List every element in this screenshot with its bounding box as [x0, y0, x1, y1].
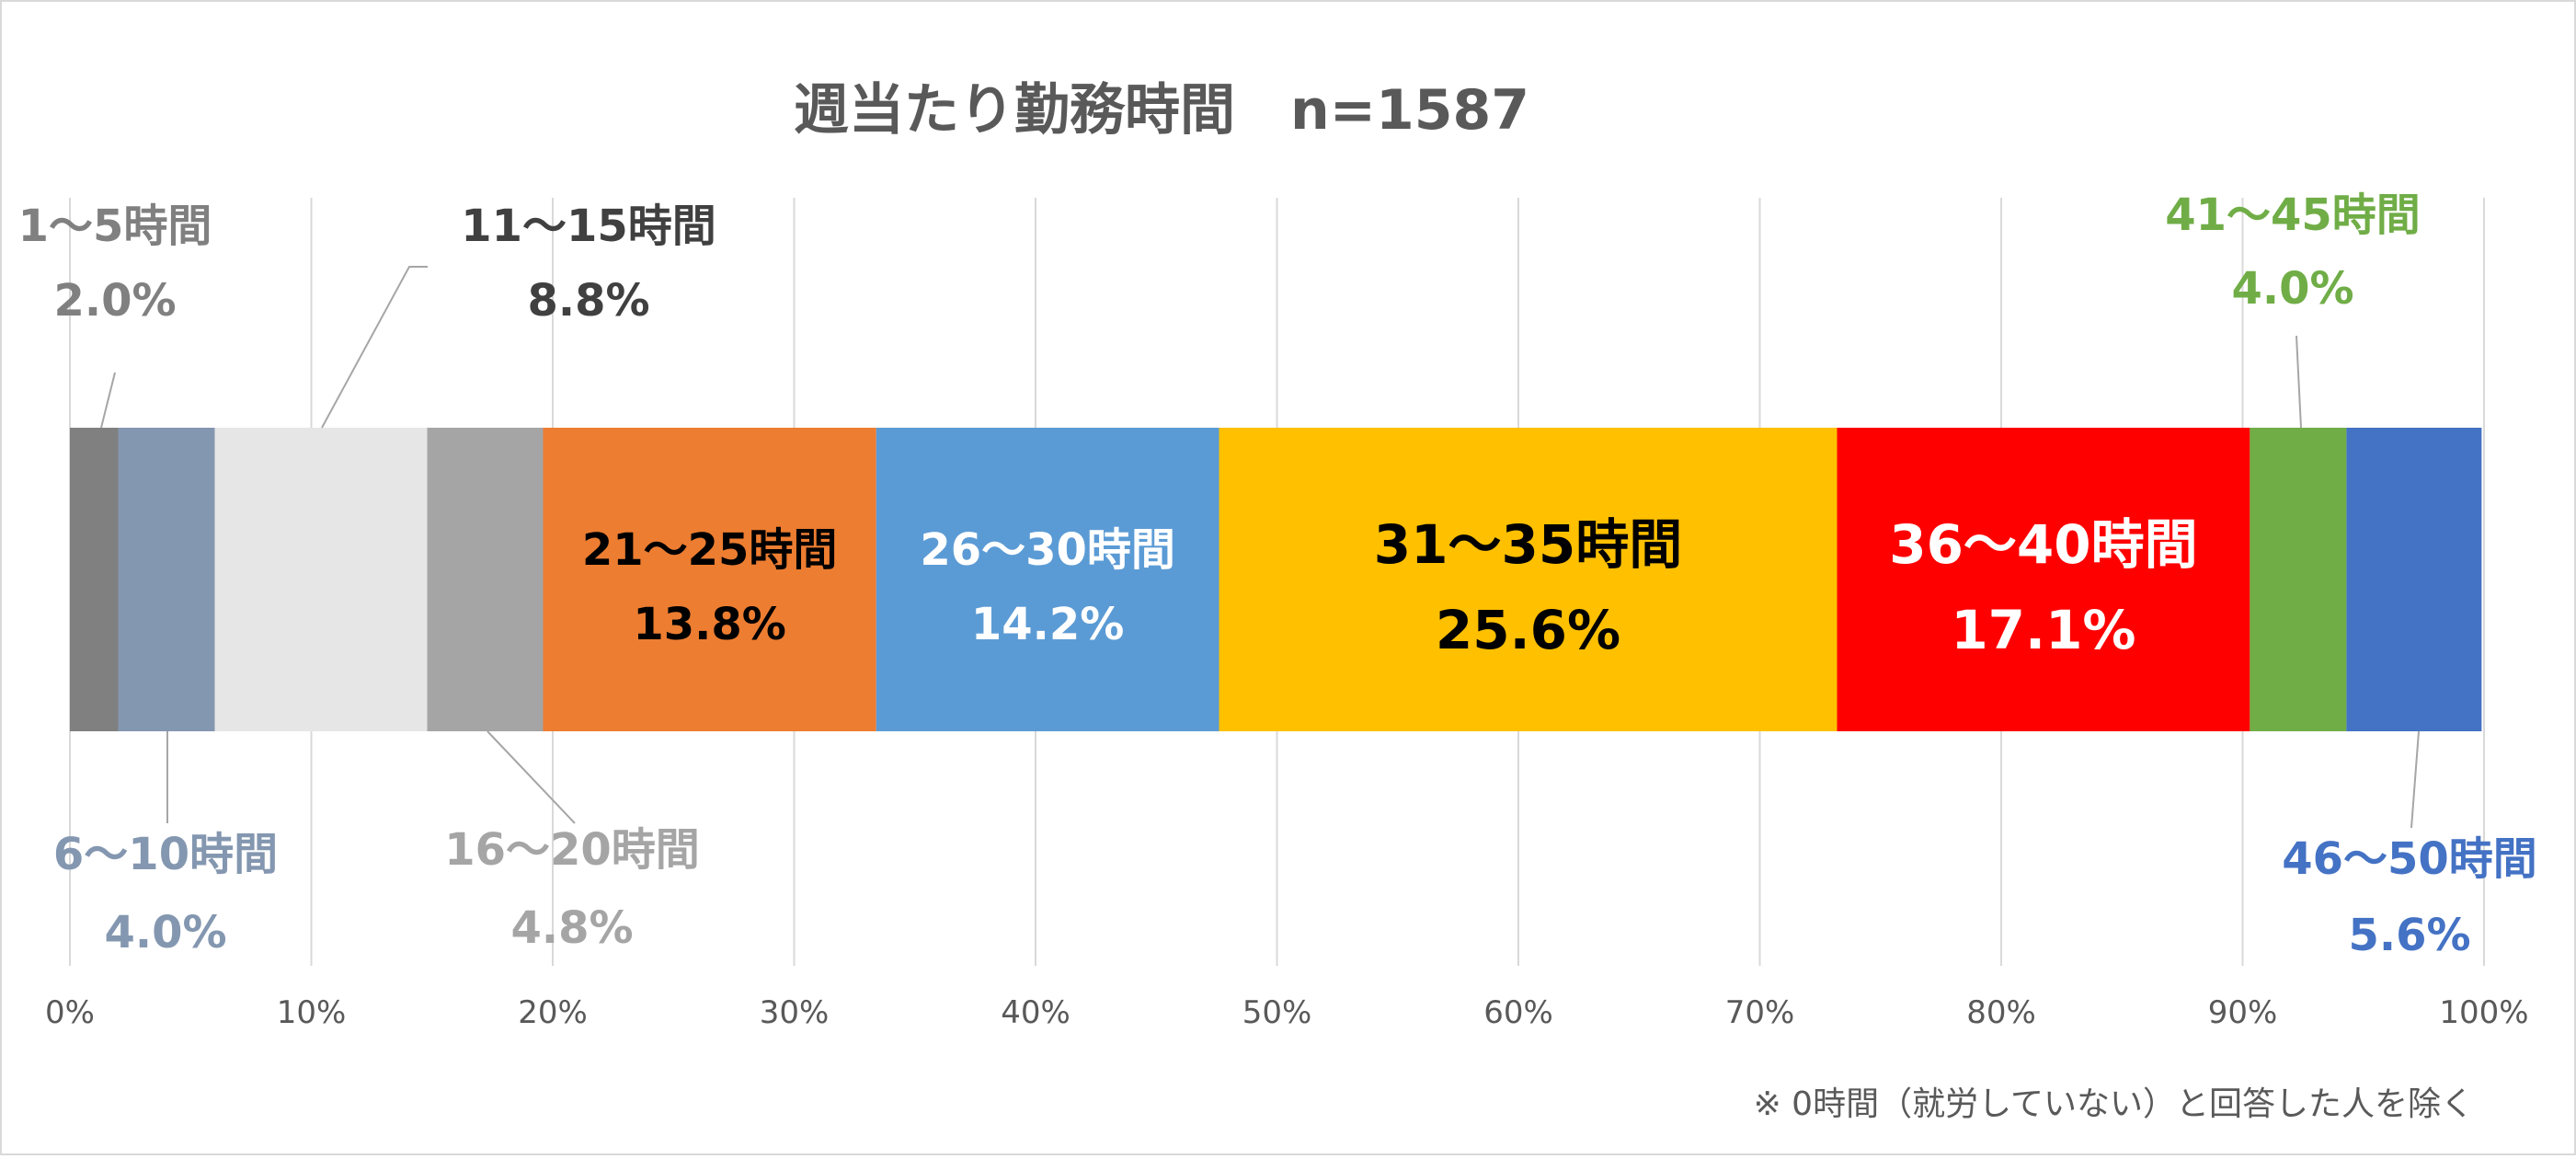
x-tick-label: 80%: [1966, 994, 2036, 1031]
bar-segment: [543, 428, 876, 731]
x-tick-label: 10%: [277, 994, 347, 1031]
bar-segment: [70, 428, 119, 731]
x-tick-label: 20%: [518, 994, 588, 1031]
leader-line: [321, 266, 428, 429]
x-tick-label: 60%: [1483, 994, 1553, 1031]
value-label: 2.0%: [53, 275, 176, 327]
value-label: 5.6%: [2348, 910, 2470, 961]
leader-line: [2410, 730, 2420, 829]
series-name-label: 16～20時間: [444, 824, 700, 876]
value-label: 13.8%: [633, 599, 786, 650]
bar-segment: [876, 428, 1219, 731]
bar-segment: [427, 428, 544, 731]
leader-line: [100, 372, 116, 429]
value-label: 4.0%: [2231, 263, 2353, 315]
x-tick-label: 50%: [1242, 994, 1312, 1031]
bar-segment: [214, 428, 428, 731]
value-label: 17.1%: [1951, 599, 2135, 661]
bar-segment: [1219, 428, 1838, 731]
footnote: ※ 0時間（就労していない）と回答した人を除く: [1754, 1085, 2474, 1123]
leader-lines: [100, 266, 2420, 829]
bar-segment: [2250, 428, 2347, 731]
x-tick-label: 90%: [2208, 994, 2278, 1031]
series-name-label: 31～35時間: [1374, 513, 1682, 576]
data-labels: 1～5時間 2.0% 6～10時間 4.0% 11～15時間 8.8% 16～20時間 4.8…: [18, 189, 2537, 961]
x-tick-label: 70%: [1725, 994, 1795, 1031]
x-tick-label: 100%: [2439, 994, 2528, 1031]
series-name-label: 36～40時間: [1889, 513, 2197, 576]
bar-segment: [118, 428, 215, 731]
value-label: 8.8%: [527, 275, 649, 327]
bar-segments: [70, 428, 2482, 731]
x-axis-tick-labels: 0% 10% 20% 30% 40% 50% 60% 70% 80% 90% 100%: [45, 994, 2529, 1031]
series-name-label: 46～50時間: [2282, 833, 2537, 885]
value-label: 14.2%: [971, 599, 1125, 650]
bar-segment: [2346, 428, 2482, 731]
x-tick-label: 30%: [760, 994, 830, 1031]
value-label: 4.8%: [510, 902, 633, 954]
series-name-label: 21～25時間: [582, 524, 838, 576]
series-name-label: 6～10時間: [53, 829, 278, 880]
series-name-label: 1～5時間: [18, 201, 212, 252]
bar-segment: [1837, 428, 2250, 731]
series-name-label: 11～15時間: [461, 201, 716, 252]
series-name-label: 26～30時間: [920, 524, 1175, 576]
chart-title: 週当たり勤務時間 n=1587: [794, 78, 1529, 143]
x-tick-label: 40%: [1001, 994, 1070, 1031]
leader-line: [2296, 335, 2302, 429]
leader-line: [487, 730, 576, 824]
value-label: 4.0%: [104, 907, 226, 958]
value-label: 25.6%: [1436, 599, 1620, 661]
x-tick-label: 0%: [45, 994, 95, 1031]
series-name-label: 41～45時間: [2165, 189, 2421, 241]
